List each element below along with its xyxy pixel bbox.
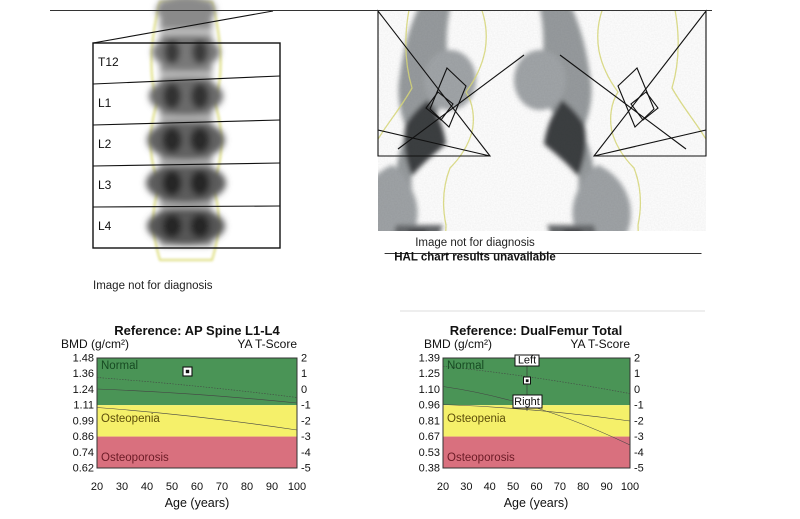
svg-text:YA T-Score: YA T-Score bbox=[237, 337, 297, 351]
svg-text:Reference: DualFemur Total: Reference: DualFemur Total bbox=[450, 323, 622, 338]
svg-text:100: 100 bbox=[621, 481, 639, 493]
svg-text:0.86: 0.86 bbox=[73, 431, 94, 443]
svg-text:80: 80 bbox=[241, 481, 253, 493]
svg-text:Right: Right bbox=[514, 396, 540, 408]
svg-text:0.81: 0.81 bbox=[419, 415, 440, 427]
svg-text:1: 1 bbox=[301, 368, 307, 380]
svg-text:0.99: 0.99 bbox=[73, 415, 94, 427]
svg-text:1.11: 1.11 bbox=[73, 400, 94, 412]
svg-text:60: 60 bbox=[530, 481, 542, 493]
svg-text:-5: -5 bbox=[634, 463, 644, 475]
svg-text:BMD (g/cm²): BMD (g/cm²) bbox=[424, 337, 492, 351]
svg-text:70: 70 bbox=[216, 481, 228, 493]
svg-text:50: 50 bbox=[166, 481, 178, 493]
svg-text:90: 90 bbox=[266, 481, 278, 493]
svg-text:-1: -1 bbox=[301, 400, 311, 412]
svg-text:0.96: 0.96 bbox=[419, 400, 440, 412]
svg-text:40: 40 bbox=[141, 481, 153, 493]
svg-text:1.48: 1.48 bbox=[73, 353, 94, 365]
svg-text:YA T-Score: YA T-Score bbox=[570, 337, 630, 351]
svg-text:0.74: 0.74 bbox=[73, 447, 94, 459]
svg-text:60: 60 bbox=[191, 481, 203, 493]
svg-text:20: 20 bbox=[91, 481, 103, 493]
svg-text:-3: -3 bbox=[301, 431, 311, 443]
svg-text:0.62: 0.62 bbox=[73, 463, 94, 475]
svg-text:80: 80 bbox=[577, 481, 589, 493]
svg-text:L3: L3 bbox=[98, 178, 112, 192]
svg-text:40: 40 bbox=[484, 481, 496, 493]
svg-text:30: 30 bbox=[116, 481, 128, 493]
svg-text:Osteoporosis: Osteoporosis bbox=[447, 452, 515, 464]
svg-text:L1: L1 bbox=[98, 96, 112, 110]
svg-text:-5: -5 bbox=[301, 463, 311, 475]
svg-text:Left: Left bbox=[518, 355, 536, 367]
svg-text:Image not for diagnosis: Image not for diagnosis bbox=[93, 280, 213, 292]
svg-text:Image not for diagnosis: Image not for diagnosis bbox=[415, 237, 535, 249]
svg-text:Age (years): Age (years) bbox=[165, 496, 230, 510]
svg-text:70: 70 bbox=[554, 481, 566, 493]
svg-text:-4: -4 bbox=[301, 447, 311, 459]
svg-text:Normal: Normal bbox=[447, 360, 484, 372]
svg-text:0.38: 0.38 bbox=[419, 463, 440, 475]
svg-text:Reference: AP Spine L1-L4: Reference: AP Spine L1-L4 bbox=[114, 323, 280, 338]
svg-text:1.39: 1.39 bbox=[419, 353, 440, 365]
svg-text:Osteoporosis: Osteoporosis bbox=[101, 452, 169, 464]
svg-text:-4: -4 bbox=[634, 447, 644, 459]
svg-text:100: 100 bbox=[288, 481, 306, 493]
svg-text:Osteopenia: Osteopenia bbox=[101, 413, 160, 425]
svg-text:L2: L2 bbox=[98, 137, 112, 151]
svg-text:0: 0 bbox=[634, 384, 640, 396]
svg-text:0: 0 bbox=[301, 384, 307, 396]
svg-text:90: 90 bbox=[600, 481, 612, 493]
svg-text:2: 2 bbox=[301, 353, 307, 365]
svg-text:Normal: Normal bbox=[101, 360, 138, 372]
svg-text:Osteopenia: Osteopenia bbox=[447, 413, 506, 425]
svg-text:1.24: 1.24 bbox=[73, 384, 94, 396]
svg-text:-2: -2 bbox=[301, 415, 311, 427]
svg-text:1.36: 1.36 bbox=[73, 368, 94, 380]
svg-text:-3: -3 bbox=[634, 431, 644, 443]
svg-text:-1: -1 bbox=[634, 400, 644, 412]
svg-text:1.10: 1.10 bbox=[419, 384, 440, 396]
svg-text:30: 30 bbox=[460, 481, 472, 493]
svg-text:Age (years): Age (years) bbox=[504, 496, 569, 510]
svg-text:1.25: 1.25 bbox=[419, 368, 440, 380]
svg-text:50: 50 bbox=[507, 481, 519, 493]
svg-text:L4: L4 bbox=[98, 219, 112, 233]
svg-text:T12: T12 bbox=[98, 55, 119, 69]
svg-text:2: 2 bbox=[634, 353, 640, 365]
svg-text:1: 1 bbox=[634, 368, 640, 380]
svg-text:HAL chart results unavailable: HAL chart results unavailable bbox=[394, 252, 555, 264]
svg-text:0.53: 0.53 bbox=[419, 447, 440, 459]
svg-text:-2: -2 bbox=[634, 415, 644, 427]
svg-text:20: 20 bbox=[437, 481, 449, 493]
svg-text:0.67: 0.67 bbox=[419, 431, 440, 443]
svg-text:BMD (g/cm²): BMD (g/cm²) bbox=[61, 337, 129, 351]
